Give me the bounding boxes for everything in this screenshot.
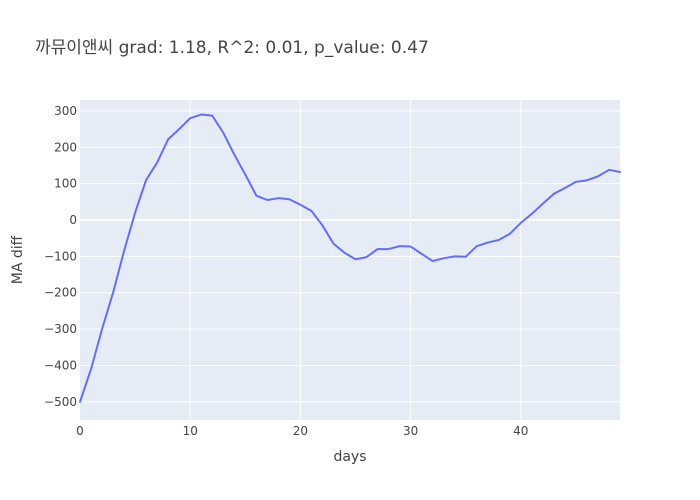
y-tick-label: −400 xyxy=(44,358,77,372)
plot-area xyxy=(80,100,620,420)
x-tick-label: 20 xyxy=(293,424,308,438)
y-tick-label: 300 xyxy=(54,104,77,118)
x-tick-label: 40 xyxy=(513,424,528,438)
x-tick-label: 10 xyxy=(183,424,198,438)
x-tick-label: 30 xyxy=(403,424,418,438)
series-line xyxy=(79,113,621,403)
chart-title: 까뮤이앤씨 grad: 1.18, R^2: 0.01, p_value: 0.… xyxy=(35,38,429,58)
y-axis-title: MA diff xyxy=(10,235,26,284)
y-tick-label: −100 xyxy=(44,249,77,263)
y-tick-label: −200 xyxy=(44,286,77,300)
y-tick-labels: 300 200 100 0 −100 −200 −300 −400 −500 xyxy=(44,104,77,409)
series-layer xyxy=(79,113,621,403)
x-axis-title: days xyxy=(333,449,366,465)
y-tick-label: −500 xyxy=(44,395,77,409)
y-tick-label: −300 xyxy=(44,322,77,336)
y-tick-label: 200 xyxy=(54,140,77,154)
y-tick-label: 100 xyxy=(54,177,77,191)
x-tick-labels: 0 10 20 30 40 xyxy=(76,424,528,438)
x-tick-label: 0 xyxy=(76,424,84,438)
x-gridlines xyxy=(189,100,522,420)
y-tick-label: 0 xyxy=(69,213,77,227)
